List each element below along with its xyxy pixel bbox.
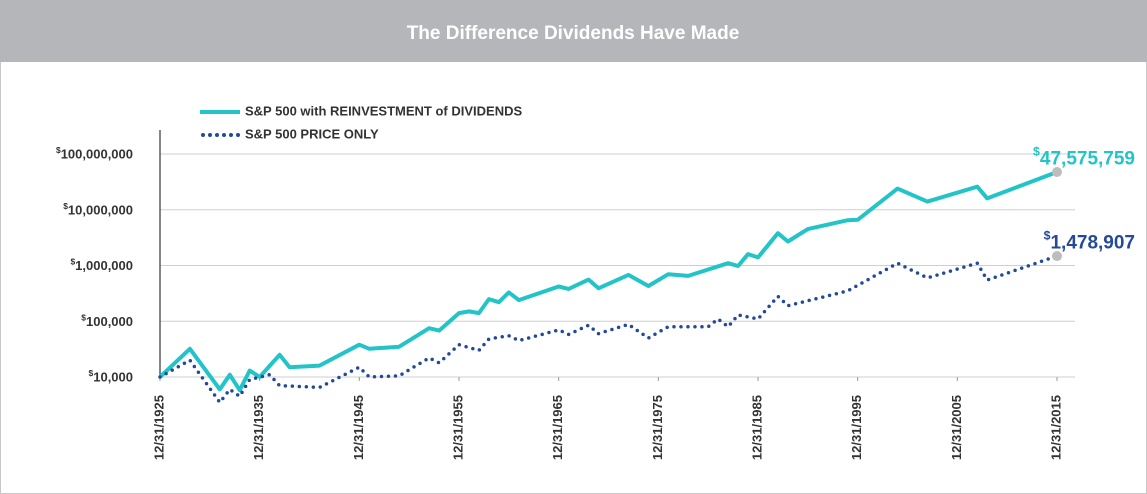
x-tick-label: 12/31/1935: [251, 395, 266, 460]
x-tick-label: 12/31/1965: [550, 395, 565, 460]
data-label: $47,575,759: [1033, 145, 1135, 169]
end-marker: [1052, 251, 1062, 262]
x-tick-label: 12/31/2005: [949, 395, 964, 460]
x-tick-label: 12/31/1945: [351, 395, 366, 460]
x-tick-label: 12/31/1925: [151, 395, 166, 460]
y-tick-label: $100,000,000: [56, 145, 133, 162]
x-tick-label: 12/31/2015: [1048, 395, 1063, 460]
x-tick-label: 12/31/1995: [849, 395, 864, 460]
series-line: [158, 254, 1059, 405]
end-marker: [1052, 167, 1062, 178]
legend-label: S&P 500 with REINVESTMENT of DIVIDENDS: [245, 103, 522, 118]
y-tick-label: $100,000: [81, 313, 133, 330]
x-tick-label: 12/31/1985: [749, 395, 764, 460]
legend-label: S&P 500 PRICE ONLY: [245, 126, 379, 141]
y-tick-label: $10,000,000: [63, 201, 133, 218]
x-tick-label: 12/31/1955: [450, 395, 465, 460]
series-line: [158, 170, 1058, 393]
header: [0, 0, 1147, 62]
data-label: $1,478,907: [1044, 229, 1135, 253]
y-tick-label: $1,000,000: [70, 257, 133, 274]
y-tick-label: $10,000: [89, 368, 133, 385]
x-tick-label: 12/31/1975: [650, 395, 665, 460]
chart-title: The Difference Dividends Have Made: [407, 23, 740, 44]
